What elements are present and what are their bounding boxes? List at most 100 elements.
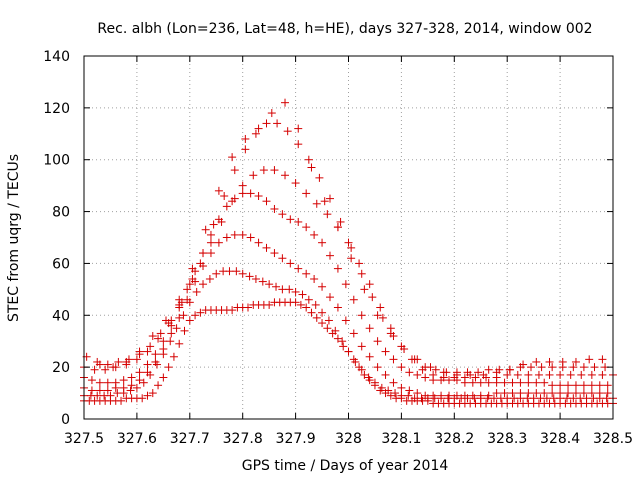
y-tick-label: 120 [43, 101, 70, 117]
data-point [270, 204, 279, 213]
data-point [188, 274, 197, 283]
data-point [524, 370, 533, 379]
data-point [154, 334, 163, 343]
data-point [370, 378, 379, 387]
data-point [357, 269, 366, 278]
data-point [315, 173, 324, 182]
data-point [103, 360, 112, 369]
data-point [365, 352, 374, 361]
data-point [238, 230, 247, 239]
data-point [132, 383, 141, 392]
data-point [199, 280, 208, 289]
data-point [188, 264, 197, 273]
data-point [534, 370, 543, 379]
x-tick-label: 328.5 [593, 431, 633, 447]
data-point [386, 391, 395, 400]
y-tick-label: 80 [52, 205, 70, 221]
data-point [537, 363, 546, 372]
data-point [429, 391, 438, 400]
data-point [421, 373, 430, 382]
data-point [360, 285, 369, 294]
data-points [80, 98, 617, 408]
data-point [164, 363, 173, 372]
data-point [183, 285, 192, 294]
data-point [95, 360, 104, 369]
data-point [205, 274, 214, 283]
grid-lines [84, 56, 613, 419]
data-point [577, 370, 586, 379]
data-point [540, 389, 549, 398]
chart-title: Rec. albh (Lon=236, Lat=48, h=HE), days … [97, 21, 592, 37]
y-tick-label: 40 [52, 308, 70, 324]
data-point [109, 363, 118, 372]
data-point [132, 355, 141, 364]
data-point [148, 389, 157, 398]
data-point [172, 324, 181, 333]
data-point [119, 383, 128, 392]
data-point [357, 311, 366, 320]
x-tick-label: 328.4 [540, 431, 580, 447]
data-point [148, 332, 157, 341]
data-point [452, 370, 461, 379]
data-point [373, 311, 382, 320]
data-point [439, 368, 448, 377]
data-point [232, 267, 241, 276]
data-point [103, 386, 112, 395]
data-point [291, 287, 300, 296]
data-point [460, 373, 469, 382]
data-point [191, 311, 200, 320]
data-point [212, 269, 221, 278]
data-point [595, 389, 604, 398]
data-point [228, 153, 237, 162]
data-point [556, 389, 565, 398]
data-point [381, 347, 390, 356]
data-point [214, 238, 223, 247]
data-point [175, 313, 184, 322]
data-point [603, 381, 612, 390]
data-point [471, 373, 480, 382]
data-point [199, 249, 208, 258]
data-point [545, 370, 554, 379]
data-point [389, 355, 398, 364]
data-point [192, 287, 201, 296]
data-point [318, 238, 327, 247]
data-point [503, 394, 512, 403]
data-point [318, 308, 327, 317]
data-point [347, 243, 356, 252]
data-point [246, 189, 255, 198]
data-point [325, 293, 334, 302]
data-point [217, 217, 226, 226]
data-point [101, 365, 110, 374]
data-point [267, 109, 276, 118]
data-point [579, 381, 588, 390]
data-point [339, 342, 348, 351]
data-point [251, 274, 260, 283]
x-tick-label: 327.5 [64, 431, 104, 447]
data-point [95, 386, 104, 395]
data-point [258, 277, 267, 286]
x-tick-label: 328.2 [434, 431, 474, 447]
data-point [323, 210, 332, 219]
data-point [143, 360, 152, 369]
data-point [159, 373, 168, 382]
data-point [103, 378, 112, 387]
data-point [524, 378, 533, 387]
data-point [127, 373, 136, 382]
data-point [595, 381, 604, 390]
data-point [513, 370, 522, 379]
data-point [564, 381, 573, 390]
data-point [278, 210, 287, 219]
data-point [524, 389, 533, 398]
data-point [127, 381, 136, 390]
data-point [556, 381, 565, 390]
y-tick-label: 20 [52, 360, 70, 376]
data-point [241, 134, 250, 143]
data-point [87, 386, 96, 395]
data-point [320, 197, 329, 206]
data-point [167, 329, 176, 338]
data-point [294, 124, 303, 133]
data-point [492, 389, 501, 398]
data-point [185, 280, 194, 289]
data-point [159, 337, 168, 346]
data-point [556, 370, 565, 379]
